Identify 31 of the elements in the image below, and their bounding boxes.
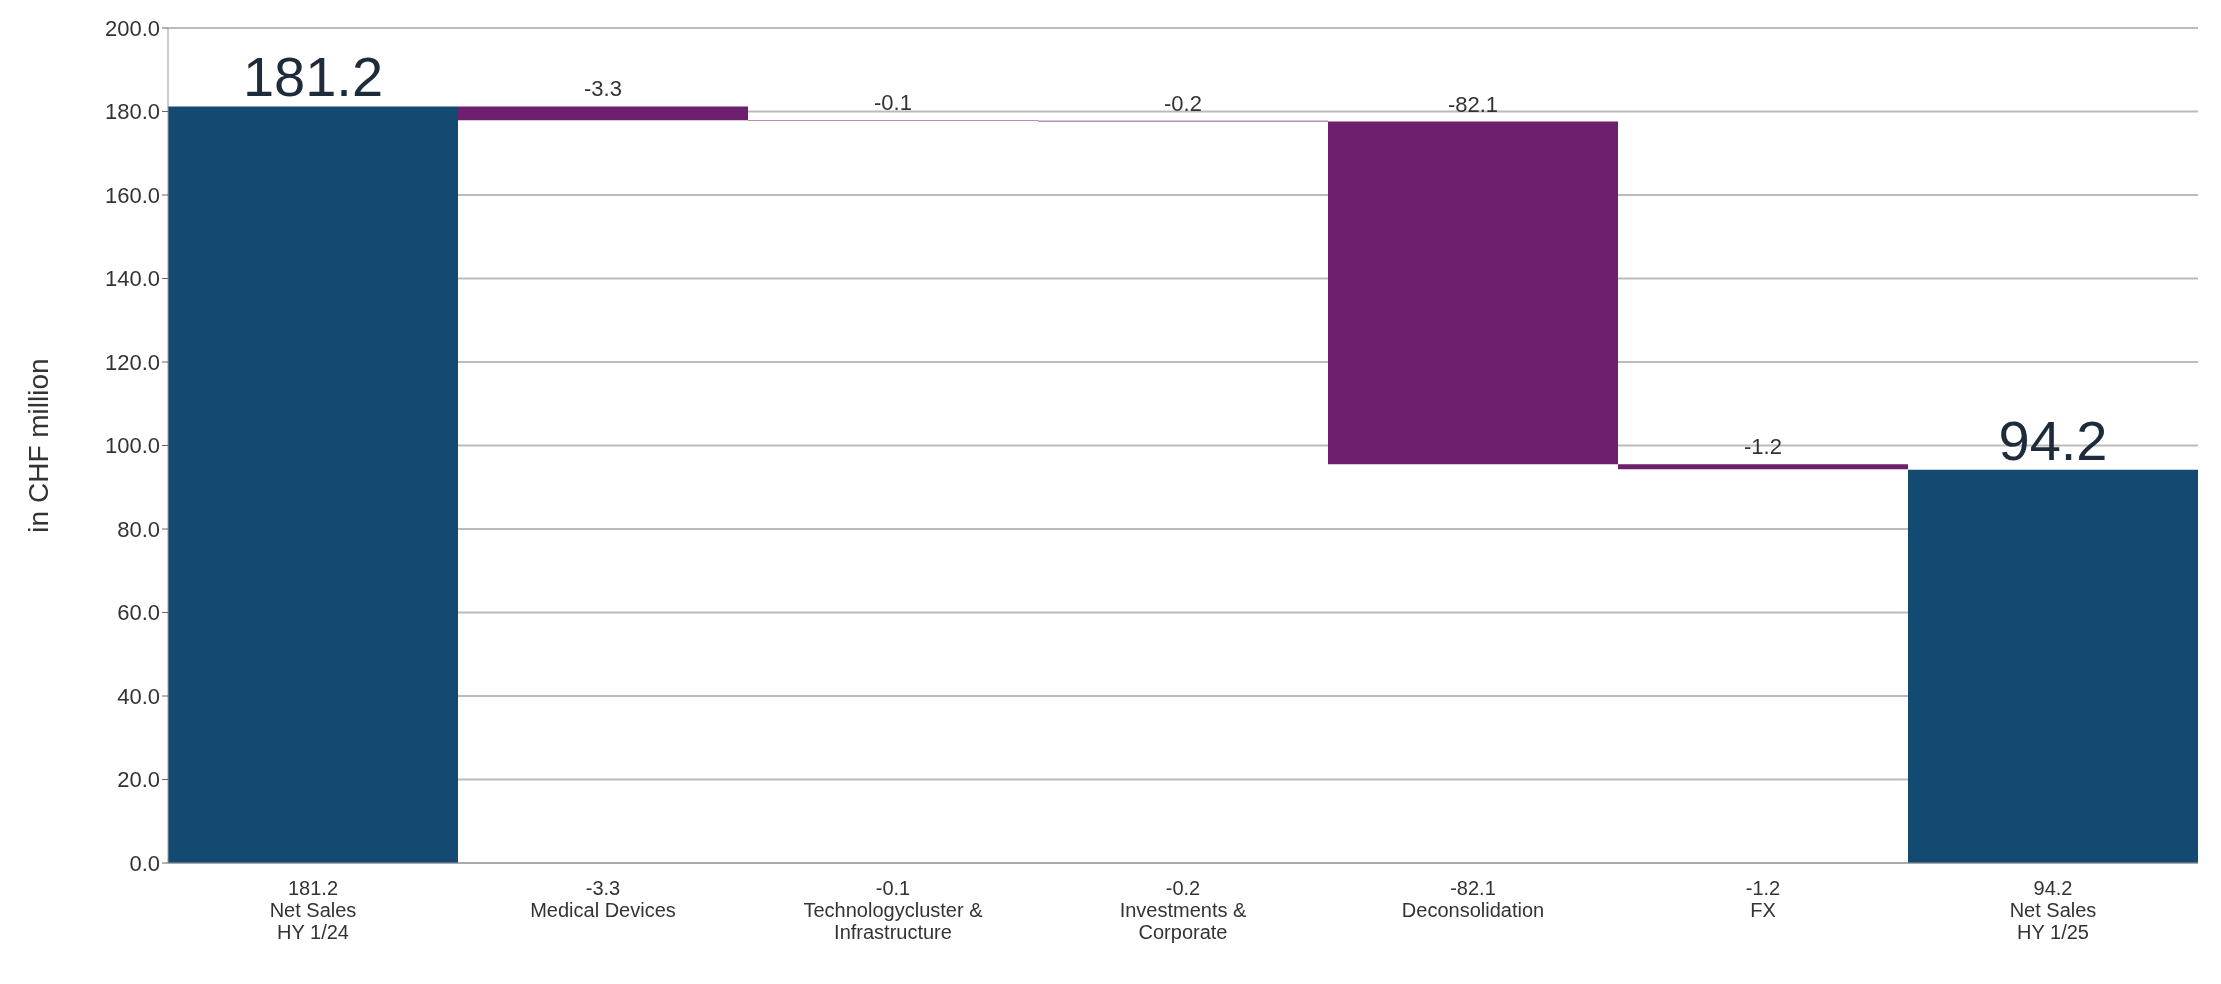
data-label: -1.2 xyxy=(1744,434,1782,460)
bar xyxy=(168,106,458,863)
x-tick-label: -0.2 Investments & Corporate xyxy=(1119,877,1248,943)
x-tick-label: -82.1 Deconsolidation xyxy=(1401,877,1545,921)
y-tick-label: 0.0 xyxy=(129,850,160,876)
data-label: -0.2 xyxy=(1164,90,1202,116)
x-tick-label: -1.2 FX xyxy=(1745,877,1781,921)
y-tick-label: 80.0 xyxy=(117,516,160,542)
y-tick-label: 40.0 xyxy=(117,683,160,709)
y-tick-label: 100.0 xyxy=(104,433,160,459)
bar xyxy=(1618,464,1908,470)
y-tick-label: 200.0 xyxy=(104,15,160,41)
bar xyxy=(1328,121,1618,465)
x-tick-label: -3.3 Medical Devices xyxy=(530,877,676,921)
data-label: 94.2 xyxy=(1998,408,2108,472)
data-label: -3.3 xyxy=(584,76,622,102)
y-tick-label: 180.0 xyxy=(104,99,160,125)
y-tick-label: 160.0 xyxy=(104,182,160,208)
x-tick-label: -0.1 Technologycluster & Infrastructure xyxy=(803,877,984,943)
y-tick-label: 20.0 xyxy=(117,767,160,793)
y-tick-label: 120.0 xyxy=(104,349,160,375)
data-label: -0.1 xyxy=(874,90,912,116)
data-label: -82.1 xyxy=(1447,91,1499,117)
x-tick-label: 94.2 Net Sales HY 1/25 xyxy=(2009,877,2097,943)
bar xyxy=(458,106,748,121)
y-axis-title: in CHF million xyxy=(22,358,54,533)
bar xyxy=(1908,469,2198,863)
data-label: 181.2 xyxy=(242,45,384,109)
x-tick-label: 181.2 Net Sales HY 1/24 xyxy=(269,877,357,943)
y-tick-label: 140.0 xyxy=(104,266,160,292)
y-tick-label: 60.0 xyxy=(117,600,160,626)
